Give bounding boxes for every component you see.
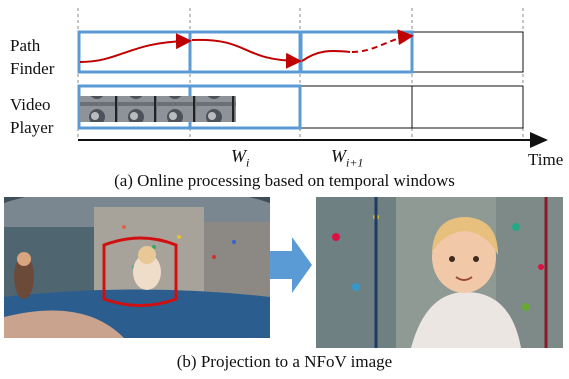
path-curve-2 (191, 38, 302, 69)
window-label-i: Wi (231, 146, 250, 170)
row-label-player: Player (10, 118, 54, 137)
timeline-diagram (77, 8, 548, 148)
path-curve-predicted (351, 29, 414, 53)
row-label-video: Video (10, 95, 51, 114)
path-finder-window-2 (188, 30, 302, 74)
video-frames (80, 96, 236, 122)
nfov-image (316, 197, 563, 348)
path-finder-window-1 (77, 30, 192, 74)
video-player-box-b (411, 85, 524, 129)
row-label-path: Path (10, 36, 41, 55)
path-finder-box-future (411, 31, 524, 73)
time-axis-label: Time (528, 150, 564, 169)
projection-arrow-icon (270, 237, 312, 293)
video-player-box-a (300, 85, 413, 129)
row-label-finder: Finder (10, 59, 55, 78)
panorama-image (4, 197, 270, 338)
path-curve-3 (301, 50, 351, 62)
caption-a: (a) Online processing based on temporal … (114, 171, 455, 190)
window-label-i-plus-1: Wi+1 (331, 146, 364, 170)
row-label-path-finder: Path Finder (10, 36, 54, 79)
path-finder-window-3 (299, 30, 414, 74)
caption-b: (b) Projection to a NFoV image (176, 352, 393, 371)
row-label-video-player: Video Player (10, 95, 53, 138)
path-curve-1 (79, 33, 192, 63)
